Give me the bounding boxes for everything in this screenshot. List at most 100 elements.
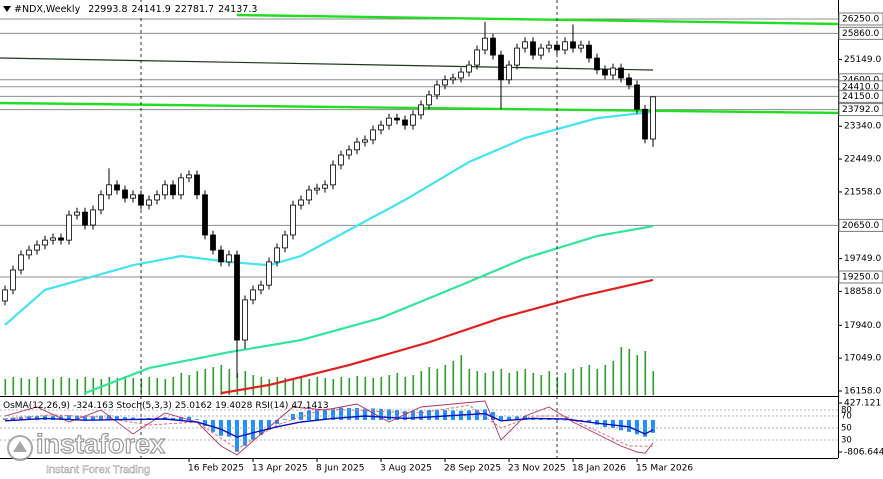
header-bg <box>0 2 232 16</box>
candle-body <box>90 209 96 226</box>
candle-body <box>370 129 376 141</box>
candle-body <box>450 77 456 81</box>
osma-bar <box>291 414 295 420</box>
osma-bar <box>563 419 567 421</box>
level-label: 23792.0 <box>842 105 879 115</box>
volume-bar <box>188 375 191 395</box>
candle-body <box>10 269 16 291</box>
candle-body <box>58 237 64 241</box>
watermark-tagline: Instant Forex Trading <box>46 464 150 476</box>
volume-bar <box>236 373 239 395</box>
volume-bar <box>348 378 351 395</box>
volume-bar <box>244 371 247 395</box>
volume-bar <box>300 377 303 395</box>
volume-bar <box>292 379 295 395</box>
candle-body <box>210 234 216 251</box>
osma-bar <box>435 409 439 420</box>
candle-body <box>338 154 344 166</box>
osma-bar <box>51 415 55 420</box>
stoch-signal-value: 19.4028 <box>215 401 252 411</box>
watermark-logo-mark <box>13 441 27 452</box>
candle-body <box>626 77 632 86</box>
candle-body <box>490 37 496 56</box>
osma-bar <box>275 419 279 424</box>
candle-body <box>74 211 80 216</box>
volume-bar <box>172 377 175 395</box>
trend-line <box>236 13 841 26</box>
osma-bar <box>651 419 655 433</box>
osma-bar <box>483 409 487 420</box>
candle-body <box>426 94 432 106</box>
osma-bar <box>427 410 431 420</box>
candle-body <box>506 64 512 81</box>
candle-body <box>554 44 560 51</box>
osma-bar <box>3 418 7 420</box>
osma-bar <box>379 408 383 420</box>
level-label-box <box>838 103 883 117</box>
candle-body <box>298 199 304 206</box>
y-tick-label: 25149.0 <box>844 55 881 65</box>
volume-bar <box>644 351 647 395</box>
osma-bar <box>179 417 183 420</box>
candle-body <box>634 84 640 110</box>
osma-bar <box>387 409 391 420</box>
candle-body <box>474 49 480 66</box>
osma-bar <box>91 416 95 420</box>
stoch-main-value: 25.0162 <box>175 401 212 411</box>
volume-bar <box>436 369 439 395</box>
osma-bar <box>419 410 423 420</box>
osma-bar <box>611 419 615 428</box>
volume-bar <box>76 379 79 395</box>
volume-bar <box>452 361 455 395</box>
y-tick-label: 17049.0 <box>844 354 881 364</box>
volume-bar <box>52 379 55 395</box>
volume-bar <box>388 375 391 395</box>
osma-bar <box>499 415 503 420</box>
volume-bar <box>396 373 399 395</box>
osma-bar <box>211 419 215 432</box>
volume-bar <box>84 377 87 395</box>
volume-bar <box>652 371 655 395</box>
volume-bar <box>268 379 271 395</box>
volume-bar <box>252 375 255 395</box>
y-tick-label: 21558.0 <box>844 187 881 197</box>
volume-bar <box>4 379 7 395</box>
candle-body <box>146 199 152 206</box>
candle-body <box>482 37 488 51</box>
watermark: instaforex Instant Forex Trading <box>7 429 166 476</box>
x-tick-label: 8 Jun 2025 <box>316 464 364 474</box>
candle-body <box>282 234 288 249</box>
collapse-icon[interactable] <box>3 6 11 12</box>
osma-bar <box>123 417 127 420</box>
osma-bar <box>475 409 479 420</box>
candle-body <box>498 54 504 81</box>
volume-bar <box>340 377 343 395</box>
candle-body <box>362 139 368 143</box>
osma-bar <box>67 415 71 420</box>
level-label: 25860.0 <box>842 29 879 39</box>
candle-body <box>586 44 592 59</box>
level-label-box <box>838 218 883 232</box>
volume-bar <box>484 373 487 395</box>
candle-body <box>226 254 232 263</box>
volume-bar <box>68 378 71 395</box>
osma-bar <box>83 416 87 420</box>
candle-body <box>618 67 624 79</box>
volume-bar <box>596 369 599 395</box>
rsi-value: 47.1413 <box>291 401 328 411</box>
osma-bar <box>411 410 415 420</box>
stoch-line <box>4 400 654 456</box>
candle-body <box>170 184 176 196</box>
volume-bar <box>364 377 367 395</box>
candle-body <box>530 41 536 56</box>
candle-body <box>378 124 384 131</box>
volume-bar <box>228 369 231 395</box>
x-tick-label: 3 Aug 2025 <box>380 464 432 474</box>
volume-bar <box>108 377 111 395</box>
level-label-box <box>838 26 883 40</box>
candle-body <box>330 164 336 186</box>
osma-bar <box>555 419 559 421</box>
x-tick-label: 16 Feb 2025 <box>188 464 244 474</box>
candle-body <box>458 71 464 79</box>
osma-bar <box>323 410 327 420</box>
